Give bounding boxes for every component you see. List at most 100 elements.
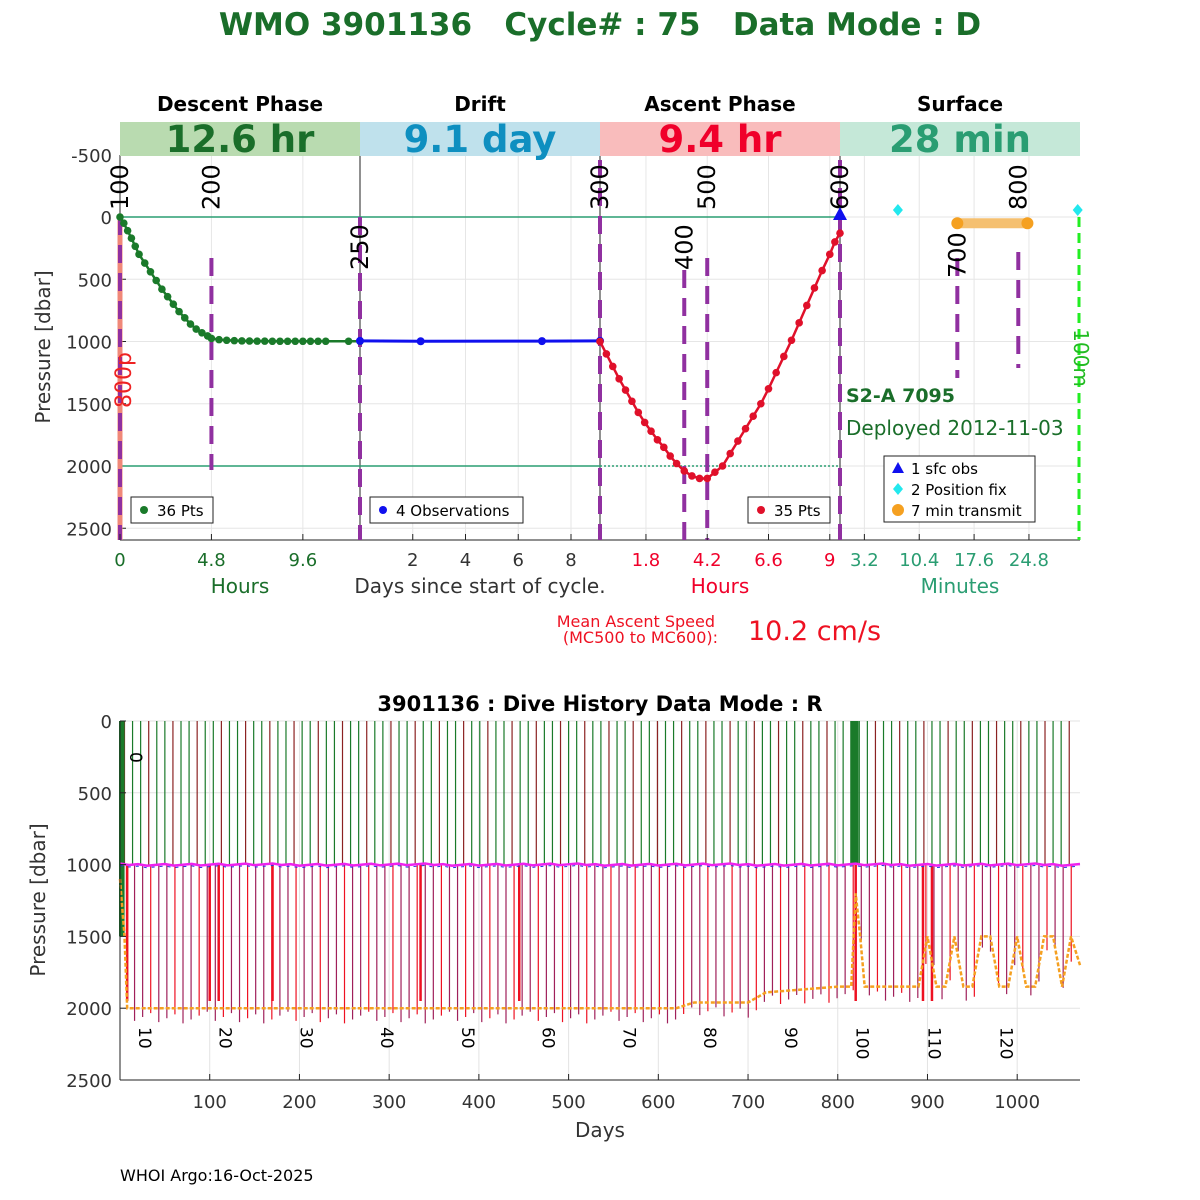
ascent-point xyxy=(780,352,788,361)
phase-duration: 9.4 hr xyxy=(658,118,782,161)
descent-point xyxy=(253,337,261,345)
points-legend-marker xyxy=(379,506,387,514)
dive-history-title: 3901136 : Dive History Data Mode : R xyxy=(377,692,822,716)
cycle-label: 50 xyxy=(457,1027,477,1049)
ascent-point xyxy=(621,386,630,394)
x-tick-label: 4.2 xyxy=(693,550,722,571)
cycle-label: 20 xyxy=(215,1027,235,1049)
phase-duration: 28 min xyxy=(889,118,1031,161)
points-legend-marker xyxy=(140,506,148,514)
descent-point xyxy=(314,337,322,346)
descent-point xyxy=(169,300,178,308)
dive-history-chart: 3901136 : Dive History Data Mode : R 0 10 2… xyxy=(26,692,1082,1142)
cycle-label: 10 xyxy=(134,1027,154,1049)
mission-code-label: 700 xyxy=(943,232,971,278)
descent-point xyxy=(306,337,315,346)
phase-title: Descent Phase xyxy=(157,92,323,116)
mission-code-label: 400 xyxy=(670,224,698,270)
x-tick-label: 1000 xyxy=(994,1092,1040,1113)
x-tick-label: 8 xyxy=(565,550,576,571)
cycle-label: 40 xyxy=(376,1027,396,1049)
descent-point xyxy=(276,337,284,346)
x-tick-label: 400 xyxy=(462,1092,496,1113)
ascent-point xyxy=(757,399,765,408)
deployment-date: Deployed 2012-11-03 xyxy=(846,416,1064,440)
y-tick-label: 1500 xyxy=(66,927,112,948)
right-side-label: 100m xyxy=(1069,329,1093,387)
phase-band xyxy=(360,122,600,156)
descent-point xyxy=(198,328,206,337)
ascent-point xyxy=(764,385,773,393)
phase-title: Drift xyxy=(454,92,506,116)
position-fix-marker xyxy=(892,204,903,216)
x-tick-label: 17.6 xyxy=(954,550,994,571)
descent-point xyxy=(321,337,330,346)
drift-point xyxy=(537,337,546,346)
footer-credit: WHOI Argo:16-Oct-2025 xyxy=(120,1166,314,1185)
ascent-point xyxy=(795,319,803,327)
cycle-label: 60 xyxy=(538,1027,558,1049)
descent-point xyxy=(283,337,292,346)
cycle-label: 0 xyxy=(125,752,145,763)
descent-point xyxy=(131,242,140,251)
descent-point xyxy=(344,337,353,346)
phase-title: Surface xyxy=(917,92,1003,116)
descent-point xyxy=(135,250,143,259)
x-tick-label: 1.8 xyxy=(632,550,661,571)
surface-legend-marker xyxy=(892,504,904,516)
x-tick-label: 200 xyxy=(282,1092,316,1113)
y-axis-label: Pressure [dbar] xyxy=(26,823,50,976)
x-tick-label: 3.2 xyxy=(850,550,879,571)
descent-point xyxy=(116,213,124,221)
descent-point xyxy=(158,285,166,294)
points-legend-marker xyxy=(757,506,765,514)
x-tick-label: 9.6 xyxy=(289,550,318,571)
descent-point xyxy=(152,276,160,285)
x-axis-label: Days since start of cycle. xyxy=(354,574,605,598)
descent-point xyxy=(146,267,155,276)
mission-code-label: 250 xyxy=(346,224,374,270)
transmit-point xyxy=(1021,217,1034,230)
cycle-label: 70 xyxy=(618,1027,638,1049)
y-tick-label: 0 xyxy=(101,208,112,229)
ascent-point xyxy=(836,229,844,237)
left-side-label: 800p xyxy=(112,352,137,408)
ascent-point xyxy=(695,474,704,483)
ascent-point xyxy=(680,467,689,475)
ascent-point xyxy=(703,474,712,483)
descent-point xyxy=(238,337,246,345)
ascent-point xyxy=(711,468,719,477)
ascent-point xyxy=(660,443,668,452)
descent-point xyxy=(123,226,132,235)
descent-point xyxy=(186,320,195,328)
mission-code-label: 200 xyxy=(197,164,225,210)
descent-point xyxy=(215,335,223,344)
y-tick-label: 2000 xyxy=(66,457,112,478)
ascent-point xyxy=(602,350,611,358)
x-tick-label: 800 xyxy=(821,1092,855,1113)
ascent-speed-label-2: (MC500 to MC600): xyxy=(563,628,718,647)
cycle-label: 80 xyxy=(699,1027,719,1049)
x-tick-label: 2 xyxy=(407,550,418,571)
x-tick-label: 500 xyxy=(551,1092,585,1113)
ascent-point xyxy=(749,412,757,421)
x-tick-label: 900 xyxy=(910,1092,944,1113)
surface-legend-label: 2 Position fix xyxy=(911,481,1007,499)
surface-legend-box xyxy=(883,455,1036,523)
ascent-point xyxy=(666,452,675,460)
ascent-point xyxy=(653,436,662,444)
y-tick-label: 1000 xyxy=(66,856,112,877)
ascent-point xyxy=(772,368,780,377)
x-tick-label: 10.4 xyxy=(899,550,939,571)
drift-point xyxy=(356,336,364,345)
ascent-point xyxy=(608,362,617,371)
cycle-label: 120 xyxy=(995,1027,1015,1059)
y-tick-label: 2500 xyxy=(66,519,112,540)
ascent-speed-label-1: Mean Ascent Speed xyxy=(557,612,715,631)
descent-point xyxy=(120,219,128,228)
ascent-speed-value: 10.2 cm/s xyxy=(748,616,881,647)
x-axis-label: Days xyxy=(575,1118,625,1142)
descent-point xyxy=(230,336,239,345)
surface-legend-marker xyxy=(893,483,903,495)
y-tick-label: 2500 xyxy=(66,1071,112,1092)
